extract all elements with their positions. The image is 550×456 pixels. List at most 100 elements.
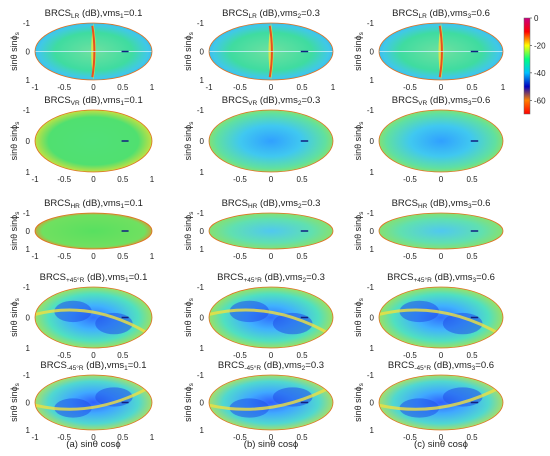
title-vms-value: =0.3 [302, 198, 321, 209]
panel-0-0: -101-1 -0.5 0 0.5 1 [23, 19, 155, 92]
column-xlabel-2: (c) sinθ cosϕ [414, 439, 468, 450]
ytick-label: -1 [367, 106, 375, 115]
ellipse-edge [34, 286, 153, 349]
panel-0-2: -1 0 1 -0.5 0 0.5 1 [367, 19, 506, 92]
ellipse-edge [208, 22, 334, 81]
ytick-label: 1 [370, 76, 375, 85]
title-vms-sub: 2 [298, 100, 302, 107]
panel-1-1: -1 0 1 -0.5 0 0.5 [197, 106, 334, 184]
ytick-label: -1 [367, 371, 375, 380]
ylabel-main: sinθ sinϕ [183, 125, 193, 161]
title-vms-sub: 3 [468, 203, 472, 210]
ellipse-edge [378, 22, 504, 81]
heatmap-features [379, 384, 503, 418]
xtick-label: -0.5 [403, 83, 417, 92]
column-xlabel-0: (a) sinθ cosϕ [66, 439, 120, 450]
ytick-label: 1 [370, 245, 375, 254]
ytick-label: 0 [26, 399, 31, 408]
xtick-label: 1 [150, 175, 155, 184]
panel-title-0-2: BRCSLR (dB),vms3=0.6 [392, 8, 490, 20]
xtick-label: 0 [269, 433, 274, 442]
ylabel-sub: s [14, 382, 21, 386]
xtick-label: 0.5 [466, 351, 478, 360]
xtick-label: -0.5 [57, 433, 71, 442]
ylabel-sub: s [14, 31, 21, 35]
heatmap-features [35, 23, 152, 80]
ytick-label: 0 [200, 314, 205, 323]
title-base: BRCS [387, 272, 413, 283]
ylabel-main: sinθ sinϕ [183, 215, 193, 251]
title-pol-sub: HR [70, 203, 80, 210]
ellipse-edge [208, 109, 334, 173]
ytick-label: 1 [200, 426, 205, 435]
title-pol-sub: +45°R [66, 276, 85, 284]
xtick-label: -0.5 [57, 83, 71, 92]
ylabel-main: sinθ sinϕ [183, 301, 193, 337]
ytick-label: -1 [23, 371, 31, 380]
title-vms-value: =0.3 [306, 272, 325, 283]
panel-3-0: -1 0 1 -0.5 0 0.5 [23, 283, 153, 360]
title-base: BRCS [392, 95, 418, 106]
title-vms-value: =0.6 [471, 95, 490, 106]
heatmap-ellipse [379, 110, 503, 172]
ytick-label: 0 [26, 227, 31, 236]
ylabel-main: sinθ sinϕ [183, 386, 193, 422]
ytick-label: -1 [197, 106, 205, 115]
ytick-label: 1 [26, 76, 31, 85]
panel-3-2: -1 0 1 -0.5 0 0.5 [367, 283, 504, 360]
lobe-right [272, 312, 313, 335]
title-vms-value: =0.6 [475, 360, 494, 371]
xtick-label: 0.5 [466, 175, 478, 184]
xtick-label: 0 [439, 83, 444, 92]
xtick-label: 0 [269, 175, 274, 184]
ylabel-main: sinθ sinϕ [9, 301, 19, 337]
xtick-label: 0.5 [466, 83, 478, 92]
title-pol-sub: LR [419, 13, 428, 20]
ylabel: sinθ sinϕs [183, 121, 195, 161]
xtick-label: -0.5 [403, 252, 417, 261]
title-pol-sub: -45°R [414, 364, 431, 372]
yellow-band [35, 308, 152, 338]
ylabel: sinθ sinϕs [353, 121, 365, 161]
xtick-label: -0.5 [403, 433, 417, 442]
heatmap-ellipse [379, 213, 503, 249]
panel-0-1: -101-1 -0.5 0 0.5 1 [197, 19, 336, 92]
title-base: BRCS [40, 360, 66, 371]
ytick-label: 1 [200, 168, 205, 177]
ylabel-main: sinθ sinϕ [353, 301, 363, 337]
title-vms-value: =0.1 [124, 198, 143, 209]
ellipse-edge [208, 374, 334, 431]
panel-title-0-0: BRCSLR (dB),vms1=0.1 [45, 8, 143, 20]
panel-4-0: -101-1 -0.5 0 0.5 1 [23, 371, 155, 442]
title-pol-sub: +45°R [244, 276, 263, 284]
title-vms-sub: 1 [124, 365, 128, 372]
xtick-label: -0.5 [233, 252, 247, 261]
ellipse-edge [34, 212, 153, 250]
title-vms-sub: 3 [467, 13, 471, 20]
heatmap-features [379, 23, 503, 80]
heatmap-ellipse [35, 110, 152, 172]
ytick-label: 0 [200, 227, 205, 236]
ytick-label: 0 [26, 137, 31, 146]
column-xlabels: (a) sinθ cosϕ (b) sinθ cosϕ (c) sinθ cosϕ [66, 439, 468, 450]
colorbar-tick-label: 0 [534, 14, 539, 23]
xtick-label: 0.5 [117, 175, 129, 184]
ytick-label: -1 [23, 209, 31, 218]
ylabel-sub: s [358, 121, 365, 125]
panel-title-1-0: BRCSVR (dB),vms1=0.1 [44, 95, 142, 107]
panel-4-2: -1 0 1 -0.5 0 0.5 [367, 371, 504, 442]
title-units: (dB),vms [427, 8, 468, 19]
colorbar-tick-label: -20 [534, 41, 546, 50]
ytick-label: 0 [26, 314, 31, 323]
lobe-right [95, 312, 133, 335]
title-units: (dB),vms [257, 8, 298, 19]
title-base: BRCS [392, 8, 418, 19]
ytick-label: -1 [367, 283, 375, 292]
ytick-label: 1 [200, 245, 205, 254]
xtick-label: 0.5 [117, 252, 129, 261]
ylabel: sinθ sinϕs [9, 121, 21, 161]
ylabel-main: sinθ sinϕ [9, 386, 19, 422]
xtick-label: -0.5 [57, 351, 71, 360]
title-pol-sub: VR [418, 100, 427, 107]
ytick-label: 1 [26, 426, 31, 435]
